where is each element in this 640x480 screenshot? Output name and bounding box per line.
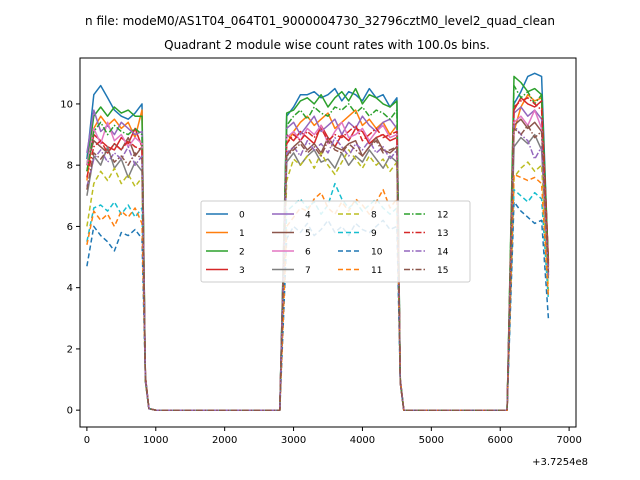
x-offset-label: +3.7254e8 bbox=[532, 457, 588, 468]
x-tick-label: 1000 bbox=[143, 435, 168, 446]
series-layer bbox=[86, 72, 550, 411]
chart-suptitle: n file: modeM0/AS1T04_064T01_9000004730_… bbox=[85, 14, 555, 28]
y-tick-label: 2 bbox=[67, 344, 73, 355]
legend-label-10: 10 bbox=[371, 248, 383, 258]
y-tick-label: 4 bbox=[67, 283, 73, 294]
legend-label-15: 15 bbox=[437, 266, 448, 276]
legend-label-1: 1 bbox=[239, 229, 245, 239]
legend-label-11: 11 bbox=[371, 266, 382, 276]
x-tick-label: 7000 bbox=[556, 435, 581, 446]
legend-label-4: 4 bbox=[305, 211, 311, 221]
series-line-12 bbox=[86, 84, 550, 411]
legend-label-3: 3 bbox=[239, 266, 245, 276]
x-tick-label: 6000 bbox=[487, 435, 512, 446]
legend-label-12: 12 bbox=[437, 211, 448, 221]
legend-label-0: 0 bbox=[239, 211, 245, 221]
x-tick-label: 4000 bbox=[350, 435, 375, 446]
x-tick-label: 0 bbox=[84, 435, 90, 446]
plot-frame bbox=[79, 57, 577, 428]
x-tick-label: 3000 bbox=[281, 435, 306, 446]
x-tick-label: 2000 bbox=[212, 435, 237, 446]
chart-title: Quadrant 2 module wise count rates with … bbox=[164, 38, 490, 52]
legend-label-6: 6 bbox=[305, 248, 311, 258]
x-tick-label: 5000 bbox=[419, 435, 444, 446]
legend-label-8: 8 bbox=[371, 211, 377, 221]
legend-label-9: 9 bbox=[371, 229, 377, 239]
y-tick-label: 10 bbox=[60, 99, 73, 110]
legend-box bbox=[200, 200, 471, 283]
legend-label-5: 5 bbox=[305, 229, 311, 239]
legend-label-13: 13 bbox=[437, 229, 448, 239]
legend-label-7: 7 bbox=[305, 266, 311, 276]
y-tick-label: 6 bbox=[67, 222, 73, 233]
y-tick-label: 0 bbox=[67, 406, 73, 417]
legend-label-14: 14 bbox=[437, 248, 449, 258]
legend-label-2: 2 bbox=[239, 248, 245, 258]
series-line-15 bbox=[86, 124, 550, 411]
y-tick-label: 8 bbox=[67, 161, 73, 172]
